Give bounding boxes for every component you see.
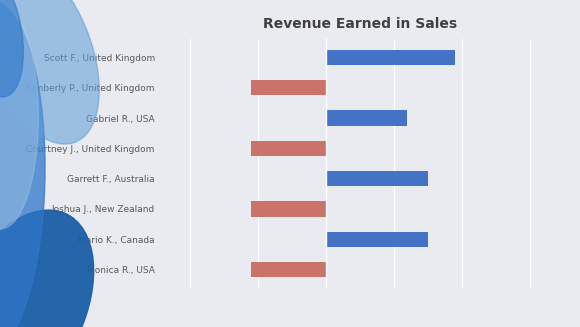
Bar: [251, 262, 325, 277]
Ellipse shape: [0, 0, 23, 97]
Bar: [325, 171, 427, 186]
Ellipse shape: [0, 0, 99, 144]
Bar: [251, 141, 325, 156]
Bar: [325, 50, 455, 65]
Ellipse shape: [0, 1, 45, 327]
Ellipse shape: [0, 0, 38, 229]
Bar: [325, 111, 407, 126]
Title: Revenue Earned in Sales: Revenue Earned in Sales: [263, 17, 456, 31]
Ellipse shape: [0, 210, 93, 327]
Bar: [251, 201, 325, 216]
Bar: [325, 232, 427, 247]
Bar: [251, 80, 325, 95]
